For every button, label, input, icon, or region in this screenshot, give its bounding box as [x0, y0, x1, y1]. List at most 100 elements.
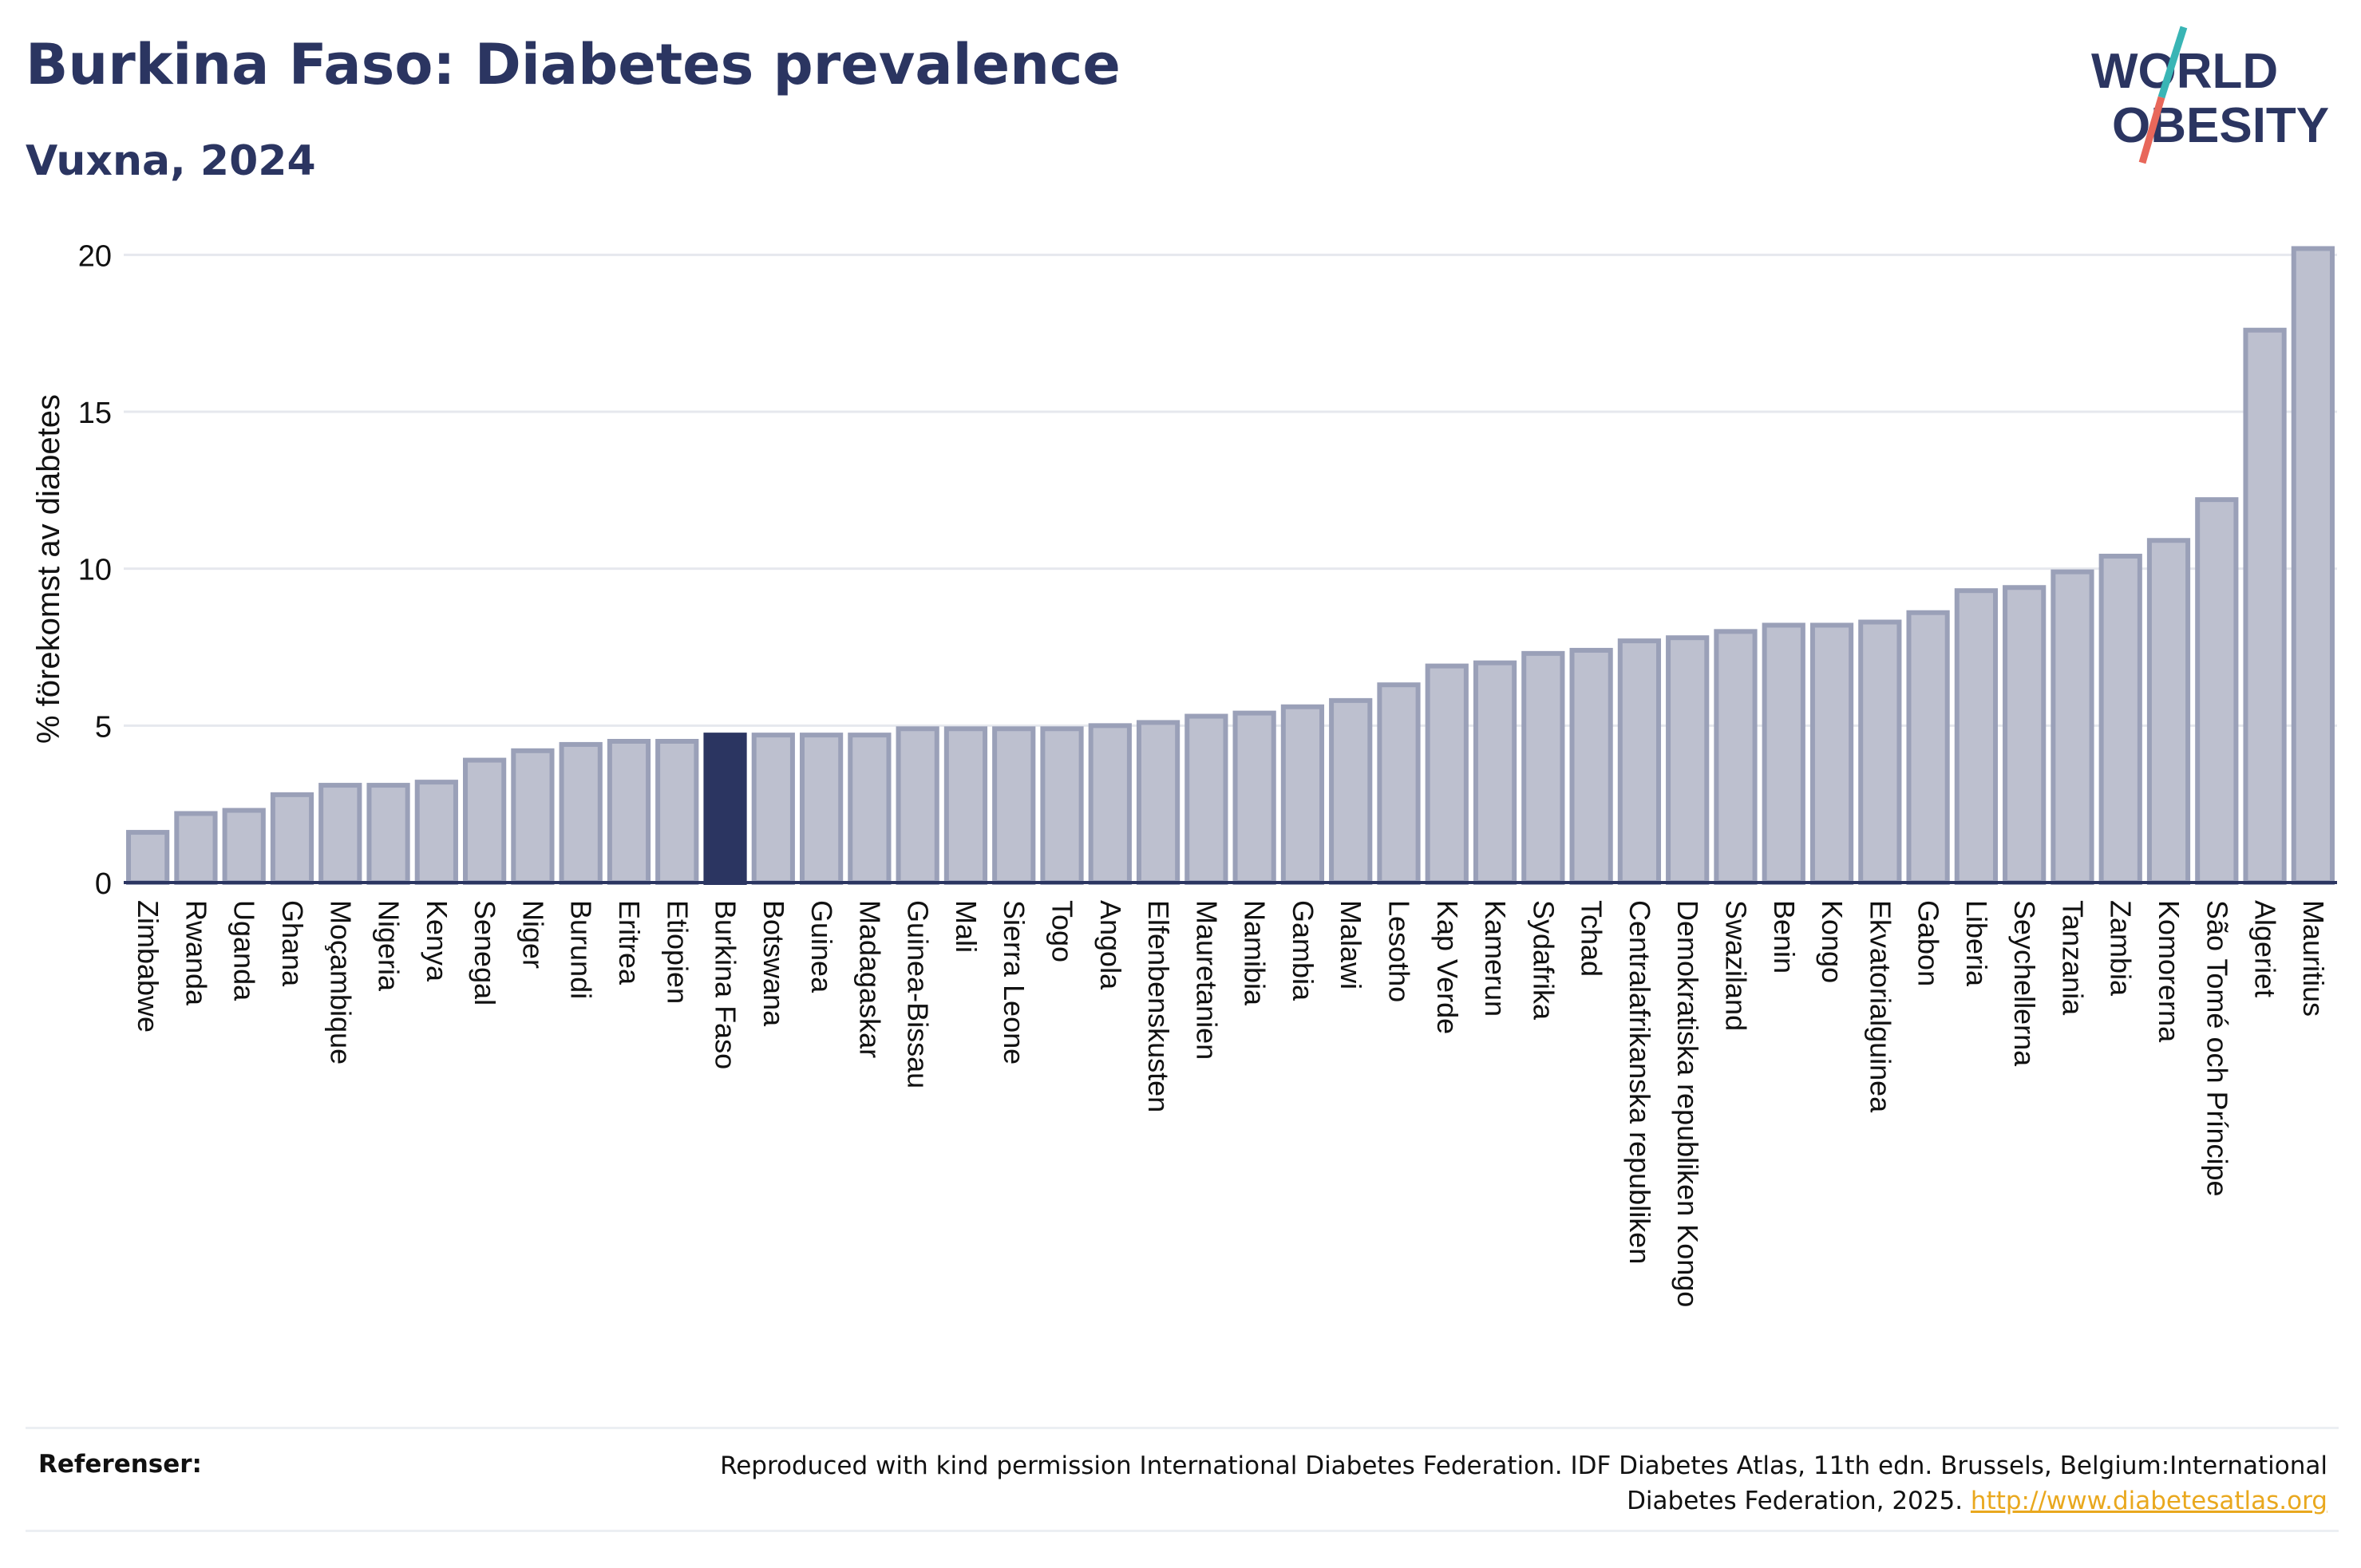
x-tick-label: Algeriet — [2249, 900, 2282, 997]
bar — [1232, 710, 1276, 885]
x-tick-label: Demokratiska republiken Kongo — [1671, 900, 1704, 1307]
x-tick-label: Mauritius — [2297, 900, 2330, 1017]
x-tick-label: Rwanda — [180, 900, 212, 1006]
bar — [1762, 622, 1805, 885]
x-tick-label: Liberia — [1960, 900, 1993, 987]
y-tick-label: 0 — [95, 867, 112, 901]
x-tick-label: Niger — [516, 900, 549, 969]
bar — [2195, 497, 2239, 886]
bar — [2051, 569, 2094, 885]
bar — [607, 739, 651, 885]
x-tick-label: Eritrea — [613, 900, 646, 985]
x-tick-label: Angola — [1094, 900, 1127, 990]
x-tick-label: Kamerun — [1479, 900, 1512, 1017]
x-tick-label: Moçambique — [324, 900, 357, 1064]
bar — [848, 733, 892, 886]
bar — [751, 733, 795, 886]
bar — [1136, 720, 1180, 886]
y-tick-label: 10 — [78, 554, 112, 587]
bar — [2003, 585, 2047, 885]
bar — [992, 726, 1036, 885]
x-tick-label: Uganda — [228, 900, 261, 1001]
axes: 0 5 10 15 20 Zimbabwe Rwanda Uganda Ghana Moçambi… — [78, 239, 2337, 1307]
x-tick-label: Burkina Faso — [710, 900, 742, 1069]
x-tick-label: Kap Verde — [1431, 900, 1464, 1034]
x-tick-label: Botswana — [757, 900, 790, 1027]
bar — [1280, 704, 1325, 885]
y-tick-label: 20 — [78, 239, 112, 273]
bar — [1809, 622, 1854, 885]
bar — [896, 726, 939, 885]
x-tick-label: Togo — [1046, 900, 1079, 962]
bar — [1666, 635, 1710, 885]
x-tick-label: Namibia — [1239, 900, 1271, 1006]
bar — [2098, 553, 2142, 886]
x-tick-label: Seychellerna — [2008, 900, 2041, 1067]
bar — [799, 733, 844, 886]
references-link[interactable]: http://www.diabetesatlas.org — [1970, 1487, 2327, 1515]
bar — [703, 733, 747, 886]
bar — [414, 780, 458, 886]
x-tick-label: Kenya — [421, 900, 453, 982]
x-tick-label: Swaziland — [1719, 900, 1752, 1031]
bar — [1858, 619, 1902, 885]
x-tick-label: Ghana — [276, 900, 309, 987]
logo-slash-bottom — [2138, 96, 2165, 164]
x-tick-label: Gabon — [1912, 900, 1945, 986]
bar — [174, 811, 218, 886]
bar — [270, 792, 314, 885]
bar — [1329, 697, 1373, 885]
bar — [511, 748, 555, 885]
x-tick-label: Elfenbenskusten — [1142, 900, 1175, 1112]
bar — [463, 757, 507, 885]
bar — [1184, 713, 1228, 885]
bar — [2146, 538, 2191, 885]
x-tick-label: Sydafrika — [1527, 900, 1560, 1021]
x-tick-label: Ekvatorialguinea — [1864, 900, 1896, 1113]
bar — [318, 783, 362, 885]
bar — [559, 741, 603, 886]
world-obesity-logo: WORLD OBESITY — [2091, 26, 2329, 164]
y-axis-label: % förekomst av diabetes — [31, 394, 66, 744]
x-tick-label: Tanzania — [2056, 900, 2089, 1016]
x-tick-label: Guinea-Bissau — [902, 900, 935, 1088]
bar — [1040, 726, 1084, 885]
x-tick-label: Malawi — [1335, 900, 1367, 989]
x-tick-label: Zambia — [2105, 900, 2138, 997]
bar — [943, 726, 988, 885]
x-tick-label: Benin — [1768, 900, 1801, 974]
bars — [126, 246, 2335, 886]
x-tick-label: Madagaskar — [853, 900, 886, 1058]
x-tick-label: Guinea — [805, 900, 838, 993]
bar — [1473, 660, 1517, 886]
bar — [1088, 723, 1132, 885]
bar — [1521, 650, 1565, 885]
bar — [1377, 682, 1421, 886]
x-tick-label: Sierra Leone — [998, 900, 1030, 1064]
y-tick-label: 5 — [95, 710, 112, 744]
x-tick-label: Zimbabwe — [132, 900, 164, 1033]
x-tick-label: Senegal — [469, 900, 501, 1005]
bar — [1906, 610, 1950, 885]
references-label: Referenser: — [38, 1450, 202, 1479]
y-tick-label: 15 — [78, 397, 112, 430]
x-tick-label: Komorerna — [2153, 900, 2185, 1043]
x-tick-label: São Tomé och Príncipe — [2201, 900, 2233, 1197]
bar — [655, 739, 699, 885]
x-tick-label: Mauretanien — [1190, 900, 1223, 1060]
bar — [126, 830, 170, 885]
logo-slash-top — [2157, 26, 2188, 99]
logo-line-1: WORLD — [2091, 44, 2278, 99]
references-text: Reproduced with kind permission Internat… — [651, 1448, 2327, 1519]
bar-chart: 0 5 10 15 20 Zimbabwe Rwanda Uganda Ghana Moçambi… — [31, 239, 2337, 1307]
bar — [2243, 327, 2287, 885]
x-tick-label: Tchad — [1576, 900, 1608, 977]
bar — [1569, 647, 1613, 886]
bar — [222, 808, 266, 885]
bar — [1954, 588, 1998, 885]
chart-subtitle: Vuxna, 2024 — [26, 137, 316, 185]
bar — [366, 783, 410, 885]
x-tick-label: Burundi — [565, 900, 598, 999]
bar — [1714, 629, 1758, 885]
x-tick-label: Lesotho — [1382, 900, 1415, 1002]
